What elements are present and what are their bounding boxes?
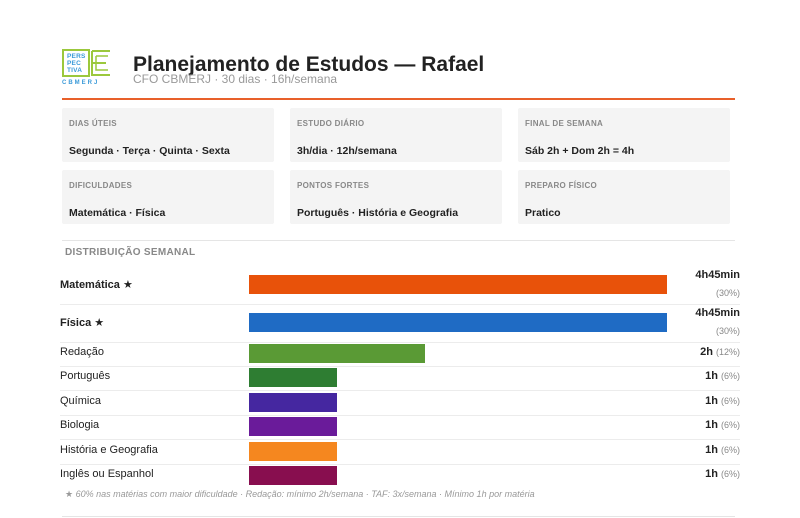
percent-value: (30%) xyxy=(715,326,740,336)
section-title: DISTRIBUIÇÃO SEMANAL xyxy=(65,247,196,258)
subject-label: Matemática ★ xyxy=(60,279,133,291)
distribution-row: Física ★ 4h45min (30%) xyxy=(60,306,740,342)
logo-e-icon xyxy=(91,50,110,76)
percent-value: (6%) xyxy=(720,445,740,455)
subject-label: Inglês ou Espanhol xyxy=(60,468,154,480)
card-value: Pratico xyxy=(525,207,561,219)
subject-label: Física ★ xyxy=(60,317,105,329)
card-value: Segunda · Terça · Quinta · Sexta xyxy=(69,145,230,157)
time-value: 4h45min xyxy=(695,307,740,319)
card-label: ESTUDO DIÁRIO xyxy=(297,119,365,128)
time-value: 1h xyxy=(705,468,721,480)
row-separator xyxy=(60,415,740,416)
page-subtitle: CFO CBMERJ · 30 dias · 16h/semana xyxy=(133,72,338,86)
distribution-row: Matemática ★ 4h45min (30%) xyxy=(60,268,740,304)
card-label: FINAL DE SEMANA xyxy=(525,119,604,128)
card-value: Português · História e Geografia xyxy=(297,207,459,219)
card-pontos-fortes: PONTOS FORTES Português · História e Geo… xyxy=(290,170,502,224)
logo-subtitle: CBMERJ xyxy=(62,80,100,86)
section-divider xyxy=(62,240,735,241)
logo-frame: PERS PEC TIVA xyxy=(62,49,90,77)
card-label: PONTOS FORTES xyxy=(297,181,370,190)
footnote: ★ 60% nas matérias com maior dificuldade… xyxy=(65,489,535,499)
header-divider xyxy=(62,98,735,100)
time-bar xyxy=(249,344,425,363)
card-dias-uteis: DIAS ÚTEIS Segunda · Terça · Quinta · Se… xyxy=(62,108,274,162)
time-cell: 1h (6%) xyxy=(705,468,740,480)
card-preparo-fisico: PREPARO FÍSICO Pratico xyxy=(518,170,730,224)
row-separator xyxy=(60,366,740,367)
card-estudo-diario: ESTUDO DIÁRIO 3h/dia · 12h/semana xyxy=(290,108,502,162)
logo-line: TIVA xyxy=(67,67,83,74)
time-bar xyxy=(249,275,667,294)
percent-value: (6%) xyxy=(720,371,740,381)
row-separator xyxy=(60,464,740,465)
time-bar xyxy=(249,466,337,485)
time-value: 1h xyxy=(705,370,721,382)
time-value: 1h xyxy=(705,444,721,456)
card-value: 3h/dia · 12h/semana xyxy=(297,145,397,157)
time-bar xyxy=(249,313,667,332)
card-final-de-semana: FINAL DE SEMANA Sáb 2h + Dom 2h = 4h xyxy=(518,108,730,162)
card-label: DIAS ÚTEIS xyxy=(69,119,117,128)
distribution-row: História e Geografia 1h (6%) xyxy=(60,440,740,464)
card-value: Sáb 2h + Dom 2h = 4h xyxy=(525,145,635,157)
time-cell: 1h (6%) xyxy=(705,395,740,407)
card-label: DIFICULDADES xyxy=(69,181,133,190)
time-value: 2h xyxy=(700,346,716,358)
row-separator xyxy=(60,304,740,305)
card-value: Matemática · Física xyxy=(69,207,166,219)
row-separator xyxy=(60,439,740,440)
time-bar xyxy=(249,417,337,436)
time-bar xyxy=(249,368,337,387)
card-label: PREPARO FÍSICO xyxy=(525,181,598,190)
percent-value: (30%) xyxy=(715,288,740,298)
time-cell: 2h (12%) xyxy=(700,346,740,358)
percent-value: (6%) xyxy=(720,420,740,430)
subject-label: Português xyxy=(60,370,111,382)
brand-logo: PERS PEC TIVA CBMERJ xyxy=(62,49,114,91)
subject-label: História e Geografia xyxy=(60,444,158,456)
distribution-row: Biologia 1h (6%) xyxy=(60,415,740,439)
logo-line: PERS xyxy=(67,53,86,60)
subject-label: Redação xyxy=(60,346,105,358)
distribution-row: Português 1h (6%) xyxy=(60,366,740,390)
distribution-row: Inglês ou Espanhol 1h (6%) xyxy=(60,464,740,488)
time-cell: 1h (6%) xyxy=(705,444,740,456)
subject-label: Biologia xyxy=(60,419,100,431)
distribution-row: Química 1h (6%) xyxy=(60,391,740,415)
time-cell: 1h (6%) xyxy=(705,419,740,431)
row-separator xyxy=(60,390,740,391)
card-dificuldades: DIFICULDADES Matemática · Física xyxy=(62,170,274,224)
time-cell: 1h (6%) xyxy=(705,370,740,382)
time-bar xyxy=(249,442,337,461)
time-value: 1h xyxy=(705,419,721,431)
distribution-row: Redação 2h (12%) xyxy=(60,342,740,366)
page-title: Planejamento de Estudos — Rafael xyxy=(133,53,485,76)
logo-line: PEC xyxy=(67,60,81,67)
percent-value: (6%) xyxy=(720,469,740,479)
bottom-divider xyxy=(62,516,735,517)
percent-value: (6%) xyxy=(720,396,740,406)
row-separator xyxy=(60,342,740,343)
subject-label: Química xyxy=(60,395,101,407)
time-value: 4h45min xyxy=(695,269,740,281)
percent-value: (12%) xyxy=(715,347,740,357)
time-bar xyxy=(249,393,337,412)
time-value: 1h xyxy=(705,395,721,407)
